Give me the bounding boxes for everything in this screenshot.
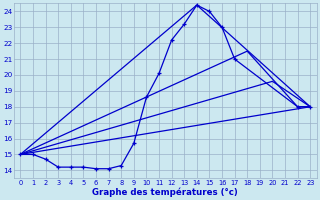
X-axis label: Graphe des températures (°c): Graphe des températures (°c) xyxy=(92,187,238,197)
